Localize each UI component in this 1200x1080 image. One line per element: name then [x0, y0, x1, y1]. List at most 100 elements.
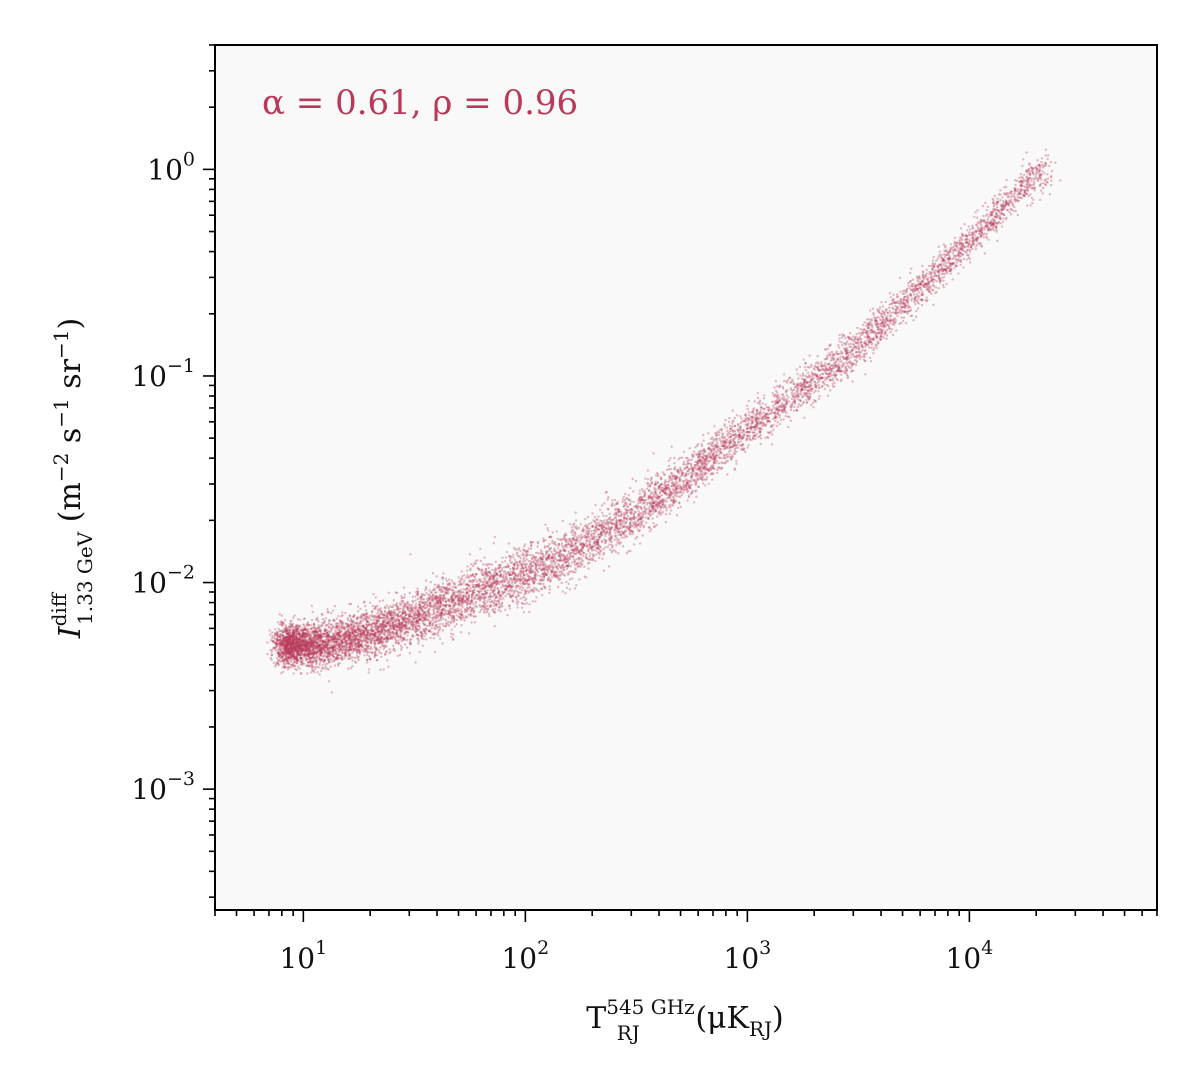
data-point — [948, 269, 952, 273]
data-point — [805, 389, 809, 392]
data-point — [366, 633, 369, 636]
data-point — [911, 278, 915, 281]
data-point — [472, 589, 475, 592]
data-point — [864, 349, 867, 352]
data-point — [891, 307, 895, 310]
data-point — [309, 628, 312, 631]
data-point — [373, 632, 377, 635]
data-point — [778, 399, 781, 402]
data-point — [610, 535, 613, 538]
data-point — [602, 514, 605, 517]
data-point — [1003, 207, 1006, 210]
data-point — [754, 416, 757, 420]
data-point — [585, 545, 589, 548]
data-point — [266, 652, 269, 656]
data-point — [455, 618, 459, 622]
data-point — [690, 458, 694, 461]
data-point — [299, 672, 302, 675]
data-point — [472, 579, 475, 582]
data-point — [755, 409, 758, 413]
data-point — [761, 416, 764, 419]
data-point — [376, 612, 379, 615]
data-point — [1054, 161, 1057, 164]
data-point — [968, 238, 971, 241]
data-point — [931, 259, 935, 262]
data-point — [506, 592, 509, 596]
data-point — [491, 608, 495, 611]
data-point — [839, 369, 842, 372]
data-point — [444, 600, 448, 603]
data-point — [389, 612, 392, 615]
data-point — [675, 488, 678, 491]
data-point — [892, 297, 895, 301]
data-point — [559, 556, 562, 559]
data-point — [878, 311, 881, 314]
data-point — [971, 238, 974, 241]
data-point — [391, 644, 395, 647]
data-point — [312, 643, 315, 646]
data-point — [884, 330, 887, 334]
data-point — [591, 512, 594, 515]
data-point — [753, 400, 756, 403]
data-point — [301, 638, 305, 641]
data-point — [481, 568, 484, 571]
data-point — [990, 222, 993, 225]
data-point — [945, 282, 948, 286]
data-point — [288, 656, 291, 659]
data-point — [549, 578, 552, 581]
data-point — [407, 621, 410, 624]
data-point — [817, 390, 820, 393]
data-point — [595, 549, 598, 552]
data-point — [473, 588, 476, 591]
data-point — [694, 481, 697, 485]
data-point — [382, 639, 385, 642]
data-point — [571, 554, 575, 557]
data-point — [507, 581, 511, 584]
data-point — [486, 570, 489, 574]
data-point — [622, 495, 625, 499]
data-point — [710, 464, 713, 467]
data-point — [426, 597, 429, 601]
data-point — [461, 597, 464, 600]
data-point — [688, 447, 691, 450]
data-point — [935, 280, 938, 283]
data-point — [441, 622, 444, 626]
data-point — [925, 268, 928, 272]
data-point — [564, 592, 567, 595]
data-point — [1002, 202, 1005, 205]
data-point — [536, 545, 539, 548]
data-point — [626, 511, 629, 515]
data-point — [758, 411, 762, 414]
data-point — [284, 647, 288, 650]
data-point — [596, 540, 600, 543]
data-point — [484, 596, 487, 600]
data-point — [288, 650, 291, 654]
data-point — [559, 574, 562, 577]
data-point — [573, 531, 577, 534]
data-point — [519, 578, 522, 582]
data-point — [312, 622, 316, 626]
data-point — [321, 664, 324, 667]
data-point — [508, 593, 512, 596]
data-point — [528, 576, 531, 579]
data-point — [487, 566, 490, 570]
data-point — [922, 285, 925, 288]
data-point — [390, 616, 393, 619]
data-point — [623, 501, 627, 504]
data-point — [546, 571, 550, 574]
data-point — [351, 651, 354, 654]
data-point — [684, 473, 687, 476]
data-point — [278, 635, 281, 638]
data-point — [854, 335, 858, 339]
data-point — [276, 644, 280, 647]
data-point — [293, 614, 296, 617]
data-point — [382, 626, 385, 630]
data-point — [435, 620, 438, 623]
data-point — [295, 642, 298, 645]
data-point — [855, 333, 858, 336]
data-point — [851, 380, 854, 383]
data-point — [389, 637, 392, 640]
data-point — [571, 570, 574, 573]
data-point — [488, 604, 491, 607]
data-point — [541, 553, 544, 556]
